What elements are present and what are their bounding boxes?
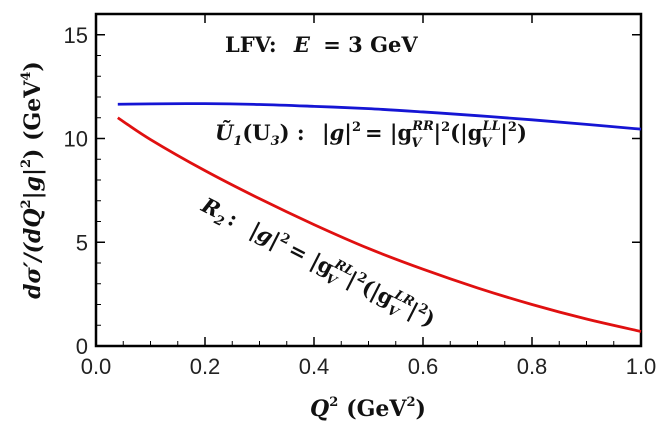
blue-label-g2-sub: V (481, 136, 493, 151)
blue-label-g: |g| (322, 120, 352, 145)
chart-title: LFV: E = 3 GeV (225, 32, 418, 57)
xlabel-sup: 2 (329, 395, 338, 410)
xlabel-var: Q (310, 396, 329, 422)
ylabel-a: dσ′/(dQ (20, 208, 46, 298)
y-tick-label: 15 (64, 23, 88, 48)
xlabel-unit-end: ) (416, 396, 426, 422)
blue-label-name-sub: 1 (233, 134, 242, 149)
x-axis: 0.0 0.2 0.4 0.6 0.8 1.0 (81, 14, 657, 379)
blue-label-paren-sub: 3 (271, 134, 280, 149)
x-tick-label: 0.8 (517, 354, 548, 379)
title-var: E (293, 32, 311, 57)
xlabel-unit-sup: 2 (407, 395, 416, 410)
y-axis-title: dσ′/(dQ2|g|2) (GeV4) (19, 61, 46, 299)
blue-label-close: | (500, 120, 508, 145)
title-rest: = 3 GeV (323, 32, 418, 57)
ylabel-c: ) (GeV (20, 80, 46, 159)
blue-label-mid: | (433, 120, 441, 145)
x-tick-label: 1.0 (626, 354, 657, 379)
x-tick-label: 0.6 (408, 354, 439, 379)
y-axis: 0 5 10 15 (64, 23, 641, 359)
red-label-g: |g| (246, 217, 284, 253)
red-label-colon: : (224, 206, 242, 232)
ylabel-c-sup: 4 (19, 72, 34, 81)
blue-label-eq: = |g (365, 120, 413, 145)
blue-label-name: Ũ (215, 120, 235, 145)
y-tick-label: 5 (76, 230, 88, 255)
y-tick-label: 10 (64, 127, 88, 152)
blue-label-paren: (U (242, 120, 270, 145)
blue-label-g1-sup: RR (411, 119, 434, 134)
xlabel-unit: (GeV (346, 396, 407, 422)
blue-label-g-sup: 2 (352, 120, 361, 135)
ylabel-b-sup: 2 (19, 159, 34, 168)
blue-label-end: ) (517, 120, 527, 145)
ylabel-a-sup: 2 (19, 199, 34, 208)
blue-label-paren-end: ) : (280, 120, 305, 145)
blue-label-open: (|g (450, 120, 483, 145)
red-series-label: R2: |g|2= |gRLV |2(|gLRV |2) (194, 191, 440, 337)
x-tick-label: 0.2 (190, 354, 221, 379)
blue-label-close-sup: 2 (508, 120, 517, 135)
blue-series-label: Ũ1(U3) : |g|2 = |gRR V |2(|gLL V |2) (215, 119, 527, 151)
blue-label-g2-sup: LL (481, 119, 500, 134)
ylabel-b: |g| (20, 168, 46, 199)
blue-label-mid-sup: 2 (441, 120, 450, 135)
x-tick-label: 0.4 (299, 354, 330, 379)
ylabel-d: ) (20, 61, 46, 71)
x-axis-title: Q2 (GeV2) (310, 395, 426, 422)
y-tick-label: 0 (76, 334, 88, 359)
blue-label-g1-sub: V (411, 136, 423, 151)
title-prefix: LFV: (225, 32, 277, 57)
